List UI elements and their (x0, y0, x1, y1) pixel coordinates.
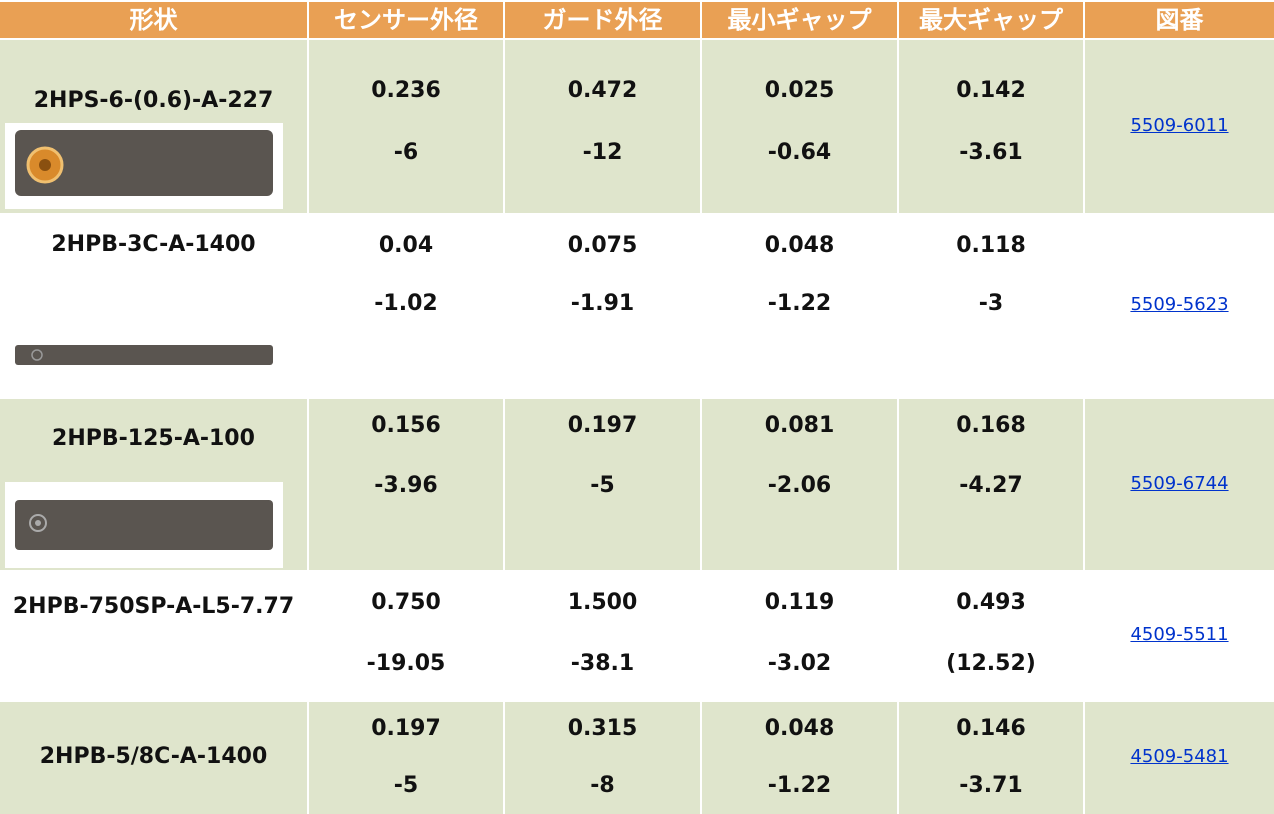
sensor-image (5, 482, 283, 568)
sensor-image (5, 123, 283, 209)
sensor-images (0, 0, 1274, 814)
sensor-image (5, 313, 283, 398)
